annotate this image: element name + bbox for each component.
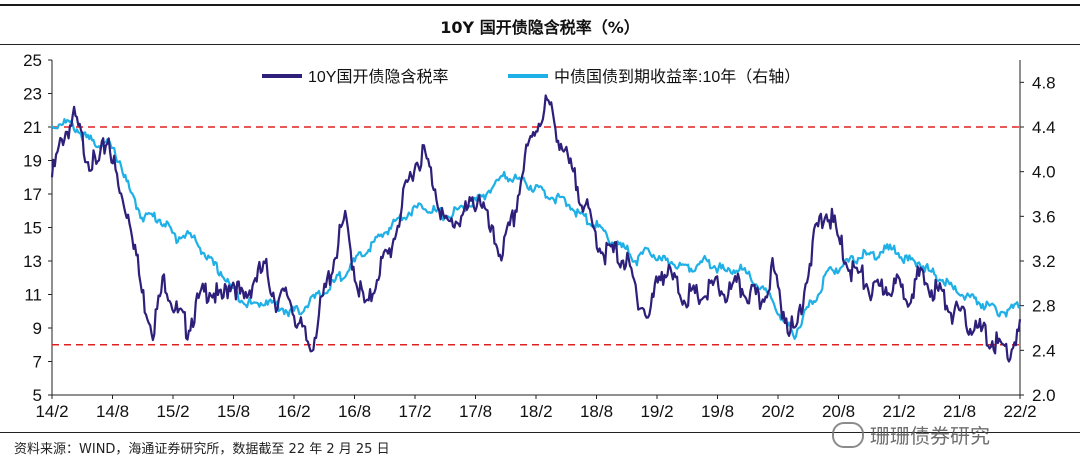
y-right-tick-label: 2.8 <box>1032 297 1056 316</box>
x-tick-label: 22/2 <box>1003 402 1036 420</box>
y-left-tick-label: 21 <box>23 118 42 137</box>
x-tick-label: 19/8 <box>701 402 734 420</box>
series-line-2 <box>51 118 1021 340</box>
x-tick-label: 18/8 <box>580 402 613 420</box>
x-tick-label: 16/2 <box>277 402 310 420</box>
chart-area: 5 7 9 11 13 15 17 19 21 23 25 2.0 2.4 2.8 3.2 3.6 4.0 4.4… <box>23 51 1056 420</box>
y-left-tick-label: 23 <box>23 85 42 104</box>
wechat-icon <box>832 421 864 448</box>
y-left-tick-label: 13 <box>23 252 42 271</box>
x-tick-label: 17/8 <box>459 402 492 420</box>
x-tick-label: 15/2 <box>156 402 189 420</box>
legend-label-2: 中债国债到期收益率:10年（右轴） <box>554 68 800 86</box>
top-border <box>0 4 1080 6</box>
y-left-tick-label: 5 <box>33 386 42 405</box>
y-left-tick-label: 19 <box>23 152 42 171</box>
y-left-tick-label: 25 <box>23 51 42 70</box>
y-right-tick-label: 3.6 <box>1032 207 1056 226</box>
x-tick-label: 21/2 <box>882 402 915 420</box>
y-right-tick-label: 4.4 <box>1032 118 1056 137</box>
y-right-tick-label: 2.0 <box>1032 386 1056 405</box>
legend-label-1: 10Y国开债隐含税率 <box>308 68 448 86</box>
y-right-tick-label: 2.4 <box>1032 341 1056 360</box>
y-right-tick-label: 4.8 <box>1032 73 1056 92</box>
x-tick-label: 21/8 <box>943 402 976 420</box>
x-tick-label: 17/2 <box>398 402 431 420</box>
watermark: 珊珊债券研究 <box>832 420 990 449</box>
y-left-tick-label: 17 <box>23 185 42 204</box>
x-tick-label: 14/2 <box>35 402 68 420</box>
y-right-tick-label: 3.2 <box>1032 252 1056 271</box>
series-line-1 <box>50 94 1022 363</box>
x-tick-label: 16/8 <box>338 402 371 420</box>
x-tick-label: 15/8 <box>217 402 250 420</box>
title-separator <box>0 44 1080 45</box>
y-right-tick-label: 4.0 <box>1032 163 1056 182</box>
x-tick-label: 20/2 <box>761 402 794 420</box>
source-note: 资料来源：WIND，海通证券研究所，数据截至 22 年 2 月 25 日 <box>14 442 390 457</box>
x-tick-label: 18/2 <box>519 402 552 420</box>
y-left-tick-label: 7 <box>33 353 42 372</box>
bottom-border <box>0 432 1080 433</box>
chart-title: 10Y 国开债隐含税率（%） <box>440 18 640 37</box>
y-left-tick-label: 15 <box>23 219 42 238</box>
watermark-text: 珊珊债券研究 <box>870 424 990 448</box>
x-tick-label: 20/8 <box>822 402 855 420</box>
y-left-tick-label: 9 <box>33 319 42 338</box>
x-tick-label: 14/8 <box>96 402 129 420</box>
y-left-tick-label: 11 <box>24 286 42 305</box>
x-tick-label: 19/2 <box>640 402 673 420</box>
